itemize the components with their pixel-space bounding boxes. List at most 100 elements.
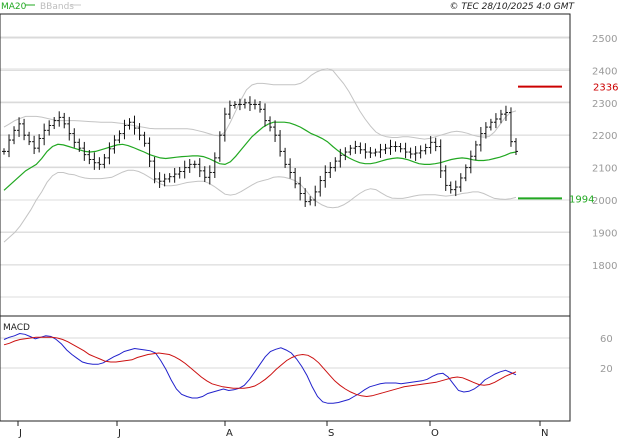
y-tick-labels: 1800 1900 2000 2100 2200 2300 2400 2500 20 60 [592,34,617,375]
x-tick-label: J [18,428,22,439]
ohlc-bar [92,152,97,170]
ohlc-bar [343,147,348,161]
y-tick-label: 2200 [592,131,617,142]
ohlc-bar [77,138,82,152]
macd-layer [3,332,517,404]
ohlc-bar [303,188,308,207]
bbands-line [3,169,517,243]
ohlc-bar [157,172,162,188]
x-tick-label: N [541,428,548,439]
ohlc-bar [338,148,343,168]
ohlc-bar [107,142,112,165]
ohlc-bar [353,140,358,154]
ohlc-bar [237,98,242,111]
ohlc-bar [202,166,207,182]
x-tick-label: J [117,428,121,439]
ohlc-bar [383,143,388,155]
legend-ma20: MA20 [1,2,27,12]
y-tick-label: 2100 [592,164,617,175]
ohlc-bar [52,117,57,130]
ohlc-bar [473,140,478,161]
ohlc-bar [423,143,428,155]
y-tick-label: 1900 [592,228,617,239]
x-tick-label: A [226,428,233,439]
ohlc-bar [162,173,167,187]
ohlc-bar [273,120,278,142]
ohlc-bar [263,103,268,127]
ohlc-bar [57,111,62,127]
ohlc-bar [87,150,92,165]
ohlc-bar [22,118,27,141]
ohlc-bar [247,96,252,112]
ohlc-bar [102,153,107,169]
ohlc-bar [458,173,463,192]
ohlc-bar [333,157,338,172]
ohlc-bar [503,105,508,121]
ohlc-bar [17,117,22,137]
ohlc-bar [433,137,438,152]
ohlc-bar [258,101,262,113]
ohlc-bar [82,141,87,161]
ohlc-bar [463,164,468,182]
ohlc-bar [132,115,137,135]
ohlc-bar [137,123,142,141]
ohlc-bar [413,146,418,161]
legend-bbands: BBands [40,2,74,12]
ohlc-bar [368,147,373,159]
ohlc-bar [67,116,72,141]
ohlc-bar [172,168,177,183]
ohlc-bar [147,137,152,168]
ohlc-bar [453,180,458,197]
ohlc-bar [192,160,197,169]
ohlc-bar [117,130,122,144]
macd-y-tick-label: 60 [600,334,613,345]
ohlc-bar [222,107,227,142]
ohlc-bar [167,173,172,183]
ohlc-bar [493,113,498,129]
ohlc-bar [278,130,283,157]
ohlc-bar [212,152,217,178]
ohlc-bar [318,175,323,197]
ohlc-bar [72,128,77,148]
ohlc-bar [498,109,503,124]
ohlc-bar [428,136,433,154]
ohlc-bar [127,118,132,130]
ohlc-bar [288,158,293,179]
ohlc-bar [252,99,257,110]
signal-line [3,336,517,398]
ohlc-bar [142,131,147,147]
ohlc-bar [42,123,47,146]
ohlc-bar [232,101,237,109]
ohlc-bar [323,165,328,188]
ohlc-bar [363,143,368,159]
resistance-label: 2336 [593,83,618,94]
copyright-text: © TEC 28/10/2025 4:0 GMT [449,2,575,12]
ohlc-bar [378,143,383,158]
ohlc-bar [27,131,32,146]
ohlc-bar [478,126,483,152]
y-tick-label: 2500 [592,34,617,45]
ohlc-bar [373,148,378,157]
ma20-layer [3,121,517,191]
ohlc-bar [242,98,247,109]
ohlc-bar [182,160,187,179]
ohlc-bar [112,135,117,154]
support-label: 1994 [569,194,594,205]
ohlc-bar [393,141,398,152]
ohlc-bar [448,181,453,194]
ohlc-bar [227,100,232,119]
ohlc-bar [152,156,157,184]
ohlc-bar [7,134,12,158]
ohlc-bar [348,144,353,156]
y-tick-label: 1800 [592,261,617,272]
ohlc-bar [398,142,403,153]
ohlc-bar [47,120,52,136]
ohlc-bar [408,147,413,159]
ohlc-bar [32,135,37,155]
ohlc-bar [328,162,333,178]
ohlc-bar [514,138,518,155]
ohlc-bar [12,126,17,145]
ohlc-bar [358,142,363,154]
